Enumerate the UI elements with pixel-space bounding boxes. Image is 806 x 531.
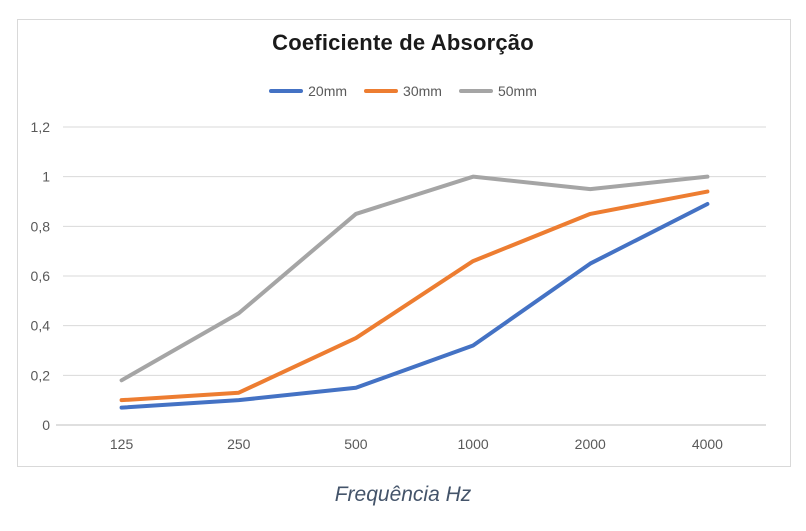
y-tick-label: 0,6 bbox=[31, 268, 51, 284]
chart-legend: 20mm 30mm 50mm bbox=[0, 83, 806, 99]
y-tick-label: 0 bbox=[42, 417, 50, 433]
y-tick-label: 0,2 bbox=[31, 367, 51, 383]
x-tick-label: 1000 bbox=[458, 436, 489, 452]
x-tick-label: 250 bbox=[227, 436, 251, 452]
x-tick-label: 500 bbox=[344, 436, 368, 452]
legend-label-30mm: 30mm bbox=[403, 83, 442, 99]
series-line-50mm bbox=[119, 174, 710, 383]
chart-frame bbox=[17, 19, 791, 467]
y-tick-label: 1,2 bbox=[31, 119, 51, 135]
y-tick-label: 1 bbox=[42, 169, 50, 185]
y-tick-label: 0,8 bbox=[31, 218, 51, 234]
chart-title: Coeficiente de Absorção bbox=[272, 30, 534, 55]
series-line-30mm bbox=[119, 189, 710, 403]
x-tick-label: 125 bbox=[110, 436, 134, 452]
x-tick-label: 2000 bbox=[575, 436, 606, 452]
legend-item-50mm: 50mm bbox=[458, 83, 537, 99]
legend-label-20mm: 20mm bbox=[308, 83, 348, 99]
legend-swatch-30mm-icon bbox=[364, 89, 399, 93]
series-line-20mm bbox=[119, 201, 710, 410]
legend-item-30mm: 30mm bbox=[364, 83, 442, 99]
y-tick-label: 0,4 bbox=[31, 318, 51, 334]
legend-item-20mm: 20mm bbox=[269, 83, 347, 99]
legend-swatch-50mm-icon bbox=[458, 89, 493, 93]
x-tick-label: 4000 bbox=[692, 436, 723, 452]
x-axis-title: Frequência Hz bbox=[334, 483, 472, 506]
legend-swatch-20mm-icon bbox=[269, 89, 304, 93]
legend-label-50mm: 50mm bbox=[497, 83, 537, 99]
